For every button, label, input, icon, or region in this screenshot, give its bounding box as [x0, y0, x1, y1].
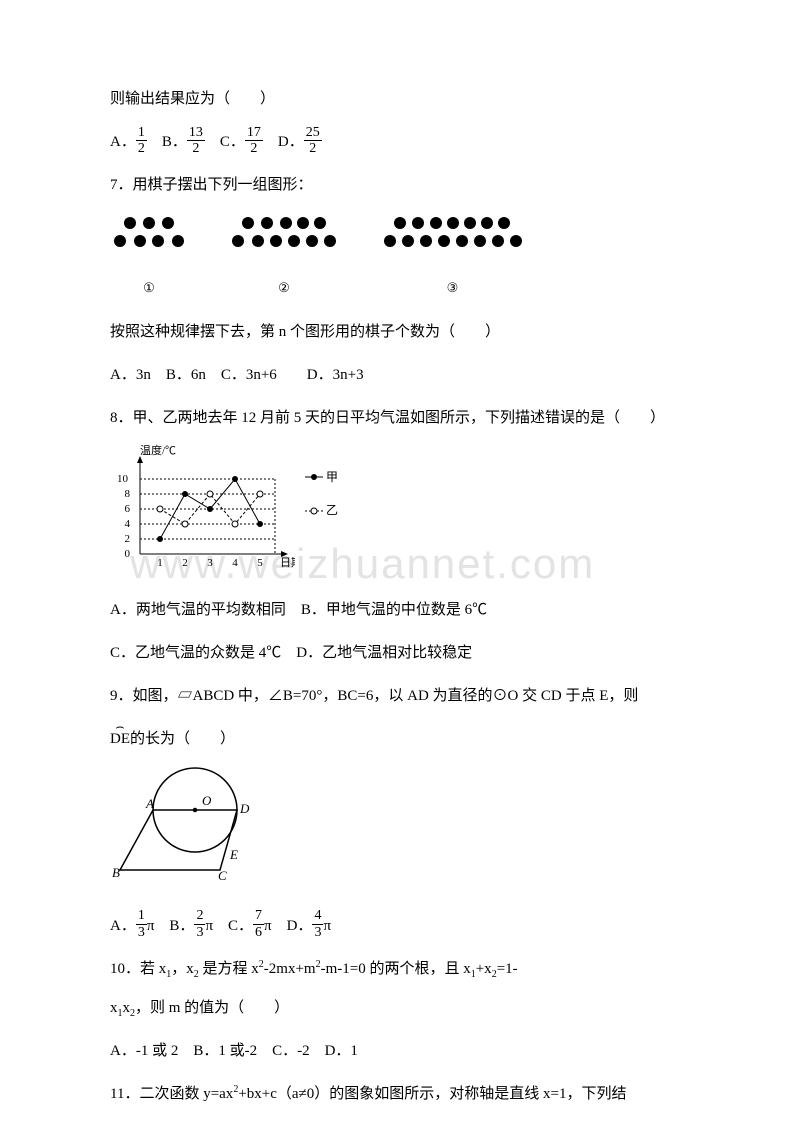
q9-figure: A O D B CE: [110, 765, 690, 901]
q7-label1: ①: [110, 271, 188, 305]
svg-text:A: A: [145, 796, 154, 811]
q7-labels: ① ② ③: [110, 271, 690, 305]
q6-prefix: 则输出结果应为（ ）: [110, 80, 690, 119]
q7-fig1: [110, 213, 188, 269]
q8-stem: 8．甲、乙两地去年 12 月前 5 天的日平均气温如图所示，下列描述错误的是（ …: [110, 399, 690, 438]
arc-de: DE: [110, 720, 130, 759]
svg-text:日期: 日期: [280, 556, 295, 569]
q8-legend: 甲 乙: [305, 462, 338, 528]
svg-text:B: B: [112, 865, 120, 880]
q9-stem2: DE的长为（ ）: [110, 720, 690, 759]
svg-text:1: 1: [157, 557, 163, 569]
q11-stem: 11．二次函数 y=ax2+bx+c（a≠0）的图象如图所示，对称轴是直线 x=…: [110, 1075, 690, 1114]
svg-text:6: 6: [125, 503, 131, 515]
svg-text:4: 4: [232, 557, 238, 569]
svg-text:4: 4: [125, 518, 131, 530]
svg-text:8: 8: [125, 488, 131, 500]
q7-stem: 7．用棋子摆出下列一组图形：: [110, 166, 690, 205]
q7-fig3: [380, 213, 525, 269]
svg-text:5: 5: [257, 557, 263, 569]
svg-text:10: 10: [117, 473, 129, 485]
q10-stem: 10．若 x1，x2 是方程 x2-2mx+m2-m-1=0 的两个根，且 x1…: [110, 950, 690, 1028]
ylabel: 温度/℃: [140, 444, 176, 457]
svg-text:O: O: [202, 793, 212, 808]
q7-fig2: [228, 213, 340, 269]
svg-text:3: 3: [207, 557, 213, 569]
svg-text:2: 2: [182, 557, 188, 569]
q7-label3: ③: [380, 271, 525, 305]
q9-stem1: 9．如图，▱ABCD 中，∠B=70°，BC=6，以 AD 为直径的⊙O 交 C…: [110, 677, 690, 716]
q6-options: A．12 B．132 C．172 D．252: [110, 123, 690, 162]
q7-figures: [110, 213, 690, 269]
q7-after: 按照这种规律摆下去，第 n 个图形用的棋子个数为（ ）: [110, 313, 690, 352]
svg-text:D: D: [239, 801, 250, 816]
q8-chart: 温度/℃ 0 2 4 6 8 10 1: [110, 444, 690, 585]
q8-optA: A．两地气温的平均数相同 B．甲地气温的中位数是 6℃: [110, 591, 690, 630]
q10-options: A．-1 或 2 B．1 或-2 C．-2 D．1: [110, 1032, 690, 1071]
q9-options: A．13π B．23π C．76π D．43π: [110, 907, 690, 946]
q8-optC: C．乙地气温的众数是 4℃ D．乙地气温相对比较稳定: [110, 634, 690, 673]
svg-text:0: 0: [125, 548, 131, 560]
page-content: 则输出结果应为（ ） A．12 B．132 C．172 D．252 7．用棋子摆…: [110, 80, 690, 1114]
svg-text:C: C: [218, 868, 227, 883]
q7-label2: ②: [228, 271, 340, 305]
q7-options: A．3n B．6n C．3n+6 D．3n+3: [110, 356, 690, 395]
svg-text:2: 2: [125, 533, 131, 545]
svg-text:E: E: [229, 847, 238, 862]
